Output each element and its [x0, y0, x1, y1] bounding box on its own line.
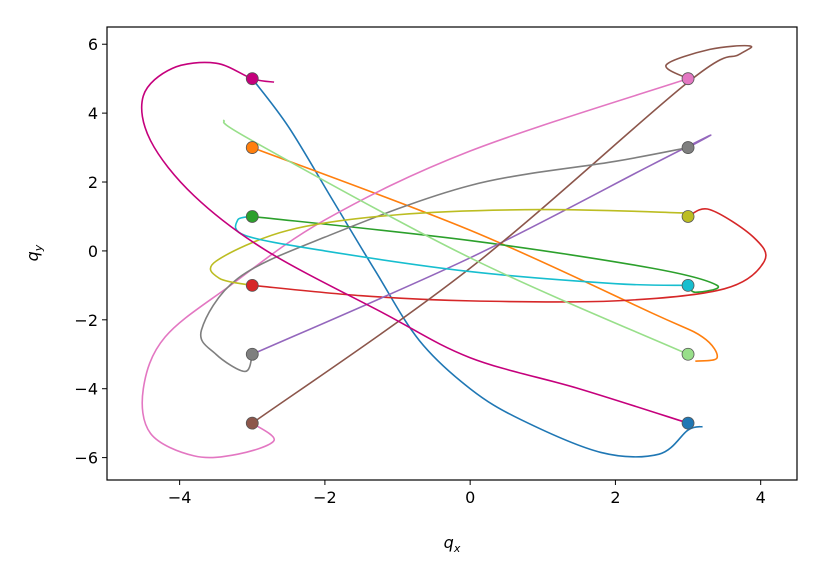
trajectory — [252, 215, 720, 294]
state-marker — [681, 210, 695, 223]
state-marker — [245, 210, 259, 223]
trajectory — [140, 61, 689, 424]
x-tick-label: −4 — [168, 488, 192, 507]
state-marker — [245, 347, 259, 361]
trajectory — [209, 208, 689, 287]
trajectory — [251, 134, 712, 355]
y-axis-label: qy — [23, 244, 45, 261]
trajectory — [251, 78, 703, 458]
state-marker — [681, 278, 695, 292]
state-marker — [245, 416, 259, 430]
state-marker — [681, 347, 695, 361]
y-tick-label: 2 — [88, 173, 98, 192]
state-marker — [681, 72, 695, 86]
trajectory — [199, 146, 689, 373]
state-marker — [681, 416, 695, 430]
y-tick-label: −6 — [74, 449, 98, 468]
x-tick-label: −2 — [313, 488, 337, 507]
state-marker — [681, 141, 695, 154]
x-axis-label: qx — [444, 533, 461, 555]
x-tick-label: 2 — [610, 488, 620, 507]
state-marker — [245, 278, 259, 292]
state-marker — [245, 141, 259, 154]
x-tick-label: 4 — [756, 488, 766, 507]
trajectory — [252, 208, 767, 303]
trajectory — [222, 119, 689, 355]
y-tick-label: 0 — [88, 242, 98, 261]
trajectory — [251, 44, 753, 424]
y-tick-label: 6 — [88, 35, 98, 54]
y-tick-label: 4 — [88, 104, 98, 123]
plot-frame — [106, 26, 798, 481]
state-marker — [245, 72, 259, 86]
x-tick-label: 0 — [465, 488, 475, 507]
y-tick-label: −4 — [74, 380, 98, 399]
trajectory — [234, 215, 689, 287]
trajectory — [141, 77, 689, 459]
trajectory — [251, 146, 719, 362]
y-tick-label: −2 — [74, 311, 98, 330]
